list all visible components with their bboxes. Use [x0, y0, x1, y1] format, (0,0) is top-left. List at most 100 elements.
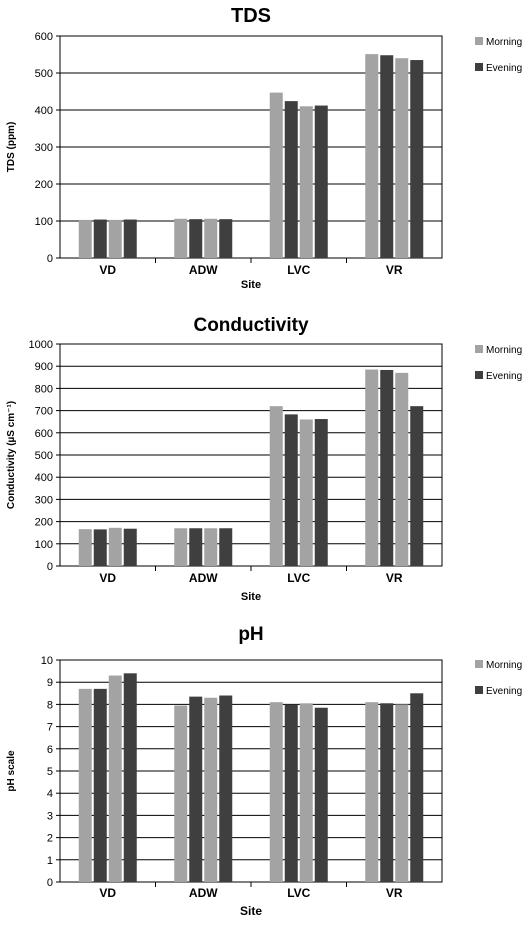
x-tick-label: VD: [99, 263, 116, 277]
x-tick-label: VD: [99, 886, 116, 900]
x-axis-label: Site: [241, 591, 261, 603]
chart-panel-2: Conductivity 0 100 200 300 400 500 600 700 800 900…: [6, 315, 522, 603]
y-tick-label: 9: [47, 677, 53, 689]
y-tick-label: 500: [35, 450, 53, 462]
y-tick-label: 3: [47, 810, 53, 822]
chart-title: Conductivity: [193, 315, 308, 336]
y-axis-label: Conductivity (µS cm⁻¹): [6, 401, 17, 509]
y-tick-label: 1000: [29, 339, 53, 351]
legend-swatch-morning: [475, 345, 483, 353]
bar-vr-morning: [365, 369, 379, 566]
legend-label-morning: Morning: [486, 37, 522, 48]
bar-vd-evening: [123, 219, 137, 258]
bar-vr-evening: [410, 60, 424, 258]
bar-vr-morning: [395, 58, 409, 259]
bar-adw-morning: [204, 697, 218, 882]
bar-adw-evening: [219, 528, 233, 566]
bar-lvc-morning: [269, 702, 283, 882]
bar-adw-evening: [189, 219, 203, 258]
y-tick-label: 500: [35, 68, 53, 80]
x-tick-label: LVC: [287, 263, 310, 277]
y-tick-label: 300: [35, 494, 53, 506]
x-tick-label: ADW: [189, 886, 218, 900]
y-tick-label: 100: [35, 539, 53, 551]
bar-lvc-evening: [284, 704, 298, 882]
bar-lvc-morning: [299, 419, 313, 566]
y-tick-label: 300: [35, 142, 53, 154]
bar-vr-evening: [410, 693, 424, 882]
bar-vd-evening: [123, 528, 137, 566]
legend-swatch-evening: [475, 63, 483, 71]
bar-lvc-evening: [314, 419, 328, 566]
chart-title: TDS: [231, 5, 271, 27]
y-tick-label: 200: [35, 179, 53, 191]
y-tick-label: 0: [47, 253, 53, 265]
bar-adw-evening: [189, 696, 203, 882]
bar-vr-evening: [380, 369, 394, 566]
bar-vr-morning: [395, 704, 409, 882]
bar-vd-morning: [108, 527, 122, 566]
bar-lvc-morning: [269, 92, 283, 258]
bar-adw-morning: [174, 218, 188, 258]
legend-swatch-evening: [475, 686, 483, 694]
bar-vr-evening: [380, 703, 394, 882]
y-tick-label: 200: [35, 517, 53, 529]
y-axis-label: pH scale: [6, 750, 17, 792]
x-tick-label: LVC: [287, 886, 310, 900]
x-tick-label: ADW: [189, 571, 218, 585]
y-tick-label: 0: [47, 561, 53, 573]
bar-vd-morning: [78, 688, 92, 882]
y-tick-label: 7: [47, 722, 53, 734]
bar-lvc-evening: [314, 707, 328, 882]
x-tick-label: VR: [386, 571, 403, 585]
y-tick-label: 6: [47, 744, 53, 756]
bar-vd-evening: [93, 219, 107, 258]
bar-vr-evening: [410, 406, 424, 566]
bar-adw-evening: [219, 219, 233, 258]
bar-vr-morning: [365, 54, 379, 258]
legend-swatch-morning: [475, 37, 483, 45]
y-tick-label: 2: [47, 833, 53, 845]
y-tick-label: 100: [35, 216, 53, 228]
y-tick-label: 900: [35, 361, 53, 373]
bar-vd-morning: [108, 219, 122, 258]
bar-vd-morning: [78, 219, 92, 258]
legend-swatch-evening: [475, 371, 483, 379]
bar-adw-morning: [174, 528, 188, 566]
chart-panel-1: TDS 0 100 200 300 400 500 600 VD ADW LVC VR Site TDS …: [6, 5, 522, 291]
y-tick-label: 5: [47, 766, 53, 778]
y-axis-label: TDS (ppm): [6, 122, 17, 173]
bar-vd-evening: [93, 688, 107, 882]
legend-label-morning: Morning: [486, 345, 522, 356]
bar-vd-morning: [78, 529, 92, 566]
bar-lvc-evening: [284, 101, 298, 259]
bar-vr-morning: [365, 702, 379, 882]
y-tick-label: 700: [35, 406, 53, 418]
bar-vr-morning: [395, 372, 409, 566]
chart-panel-3: pH 0 1 2 3 4 5 6 7 8 9 10 VD ADW LVC VR Site pH scale Morn…: [6, 624, 522, 918]
y-tick-label: 600: [35, 428, 53, 440]
x-tick-label: VR: [386, 263, 403, 277]
bar-adw-morning: [174, 705, 188, 882]
x-tick-label: ADW: [189, 263, 218, 277]
legend-label-evening: Evening: [486, 371, 522, 382]
x-tick-label: VD: [99, 571, 116, 585]
bar-adw-evening: [189, 528, 203, 566]
y-tick-label: 400: [35, 105, 53, 117]
bar-lvc-morning: [299, 106, 313, 258]
y-tick-label: 0: [47, 877, 53, 889]
y-tick-label: 8: [47, 699, 53, 711]
y-tick-label: 600: [35, 31, 53, 43]
x-axis-label: Site: [240, 904, 262, 918]
bar-vd-evening: [123, 673, 137, 882]
y-tick-label: 4: [47, 788, 53, 800]
bar-adw-morning: [204, 218, 218, 258]
legend-swatch-morning: [475, 660, 483, 668]
bar-adw-morning: [204, 528, 218, 566]
bar-lvc-evening: [284, 414, 298, 566]
bar-adw-evening: [219, 695, 233, 882]
bar-vr-evening: [380, 55, 394, 258]
y-tick-label: 10: [41, 655, 53, 667]
